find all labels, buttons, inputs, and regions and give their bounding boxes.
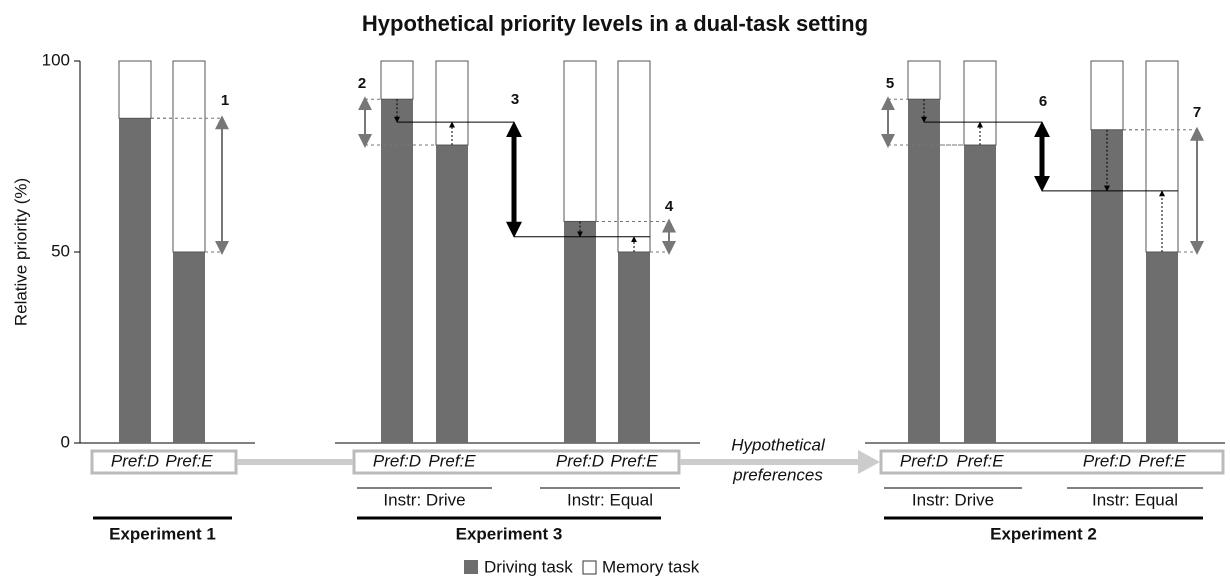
annotation-label: 1 <box>221 92 229 109</box>
bar-segment <box>618 252 650 443</box>
y-tick-label: 0 <box>61 432 70 451</box>
x-tick-label: Pref:D <box>556 451 604 470</box>
legend-swatch <box>582 560 597 575</box>
legend-swatch <box>464 560 478 574</box>
experiment-label: Experiment 2 <box>990 524 1097 543</box>
category-box <box>352 449 681 475</box>
y-tick-label: 100 <box>42 50 70 69</box>
bar-segment <box>1145 60 1179 253</box>
legend-label: Driving task <box>484 557 573 576</box>
group-label: Instr: Equal <box>567 490 653 509</box>
annotation-label: 6 <box>1039 93 1047 110</box>
bar-segment <box>907 60 941 100</box>
annotation-label: 7 <box>1193 104 1201 121</box>
bar-segment <box>381 99 413 443</box>
annotation-label: 3 <box>511 91 519 108</box>
x-tick-label: Pref:D <box>111 451 159 470</box>
bar-segment <box>118 60 152 119</box>
category-box <box>90 449 238 475</box>
connector-label: preferences <box>732 465 823 484</box>
bar-segment <box>617 60 651 253</box>
chart-title: Hypothetical priority levels in a dual-t… <box>362 11 868 36</box>
annotation-label: 2 <box>358 75 366 92</box>
x-tick-label: Pref:E <box>428 451 476 470</box>
bar-segment <box>1091 129 1123 443</box>
bar-segment <box>564 221 596 443</box>
bar-segment <box>563 60 597 222</box>
experiment-label: Experiment 3 <box>456 524 563 543</box>
x-tick-label: Pref:E <box>610 451 658 470</box>
x-tick-label: Pref:D <box>900 451 948 470</box>
connector-head <box>858 450 880 474</box>
x-tick-label: Pref:E <box>1138 451 1186 470</box>
connector-label: Hypothetical <box>731 435 826 454</box>
bar-segment <box>172 60 206 253</box>
x-tick-label: Pref:E <box>165 451 213 470</box>
x-tick-label: Pref:D <box>373 451 421 470</box>
group-label: Instr: Equal <box>1092 490 1178 509</box>
legend-label: Memory task <box>602 557 700 576</box>
y-axis-label: Relative priority (%) <box>11 178 30 326</box>
bar-segment <box>119 118 151 444</box>
x-tick-label: Pref:E <box>956 451 1004 470</box>
bar-segment <box>435 60 469 146</box>
annotation-label: 4 <box>665 198 674 215</box>
annotation-label: 5 <box>886 75 894 92</box>
bar-segment <box>908 99 940 443</box>
category-box <box>879 449 1225 475</box>
bar-segment <box>436 145 468 444</box>
bar-segment <box>1090 60 1124 131</box>
bar-segment <box>380 60 414 100</box>
bar-segment <box>1146 252 1178 443</box>
group-label: Instr: Drive <box>383 490 465 509</box>
experiment-label: Experiment 1 <box>109 524 216 543</box>
bar-segment <box>964 145 996 444</box>
y-tick-label: 50 <box>51 241 70 260</box>
x-tick-label: Pref:D <box>1083 451 1131 470</box>
bar-segment <box>173 252 205 443</box>
bar-segment <box>963 60 997 146</box>
group-label: Instr: Drive <box>912 490 994 509</box>
